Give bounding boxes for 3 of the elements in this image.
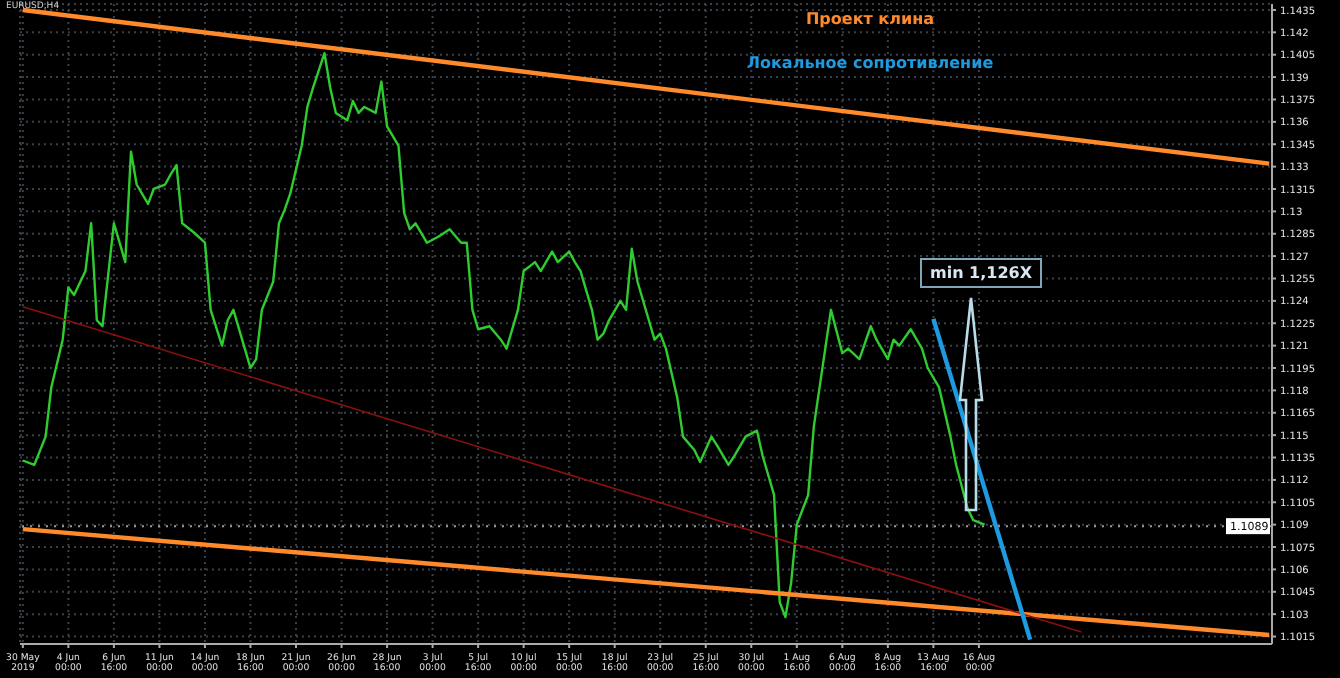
text: Локальное сопротивление <box>744 54 996 72</box>
annotation: min 1,126X <box>920 258 1043 288</box>
chart-title: Проект клина <box>803 10 936 28</box>
